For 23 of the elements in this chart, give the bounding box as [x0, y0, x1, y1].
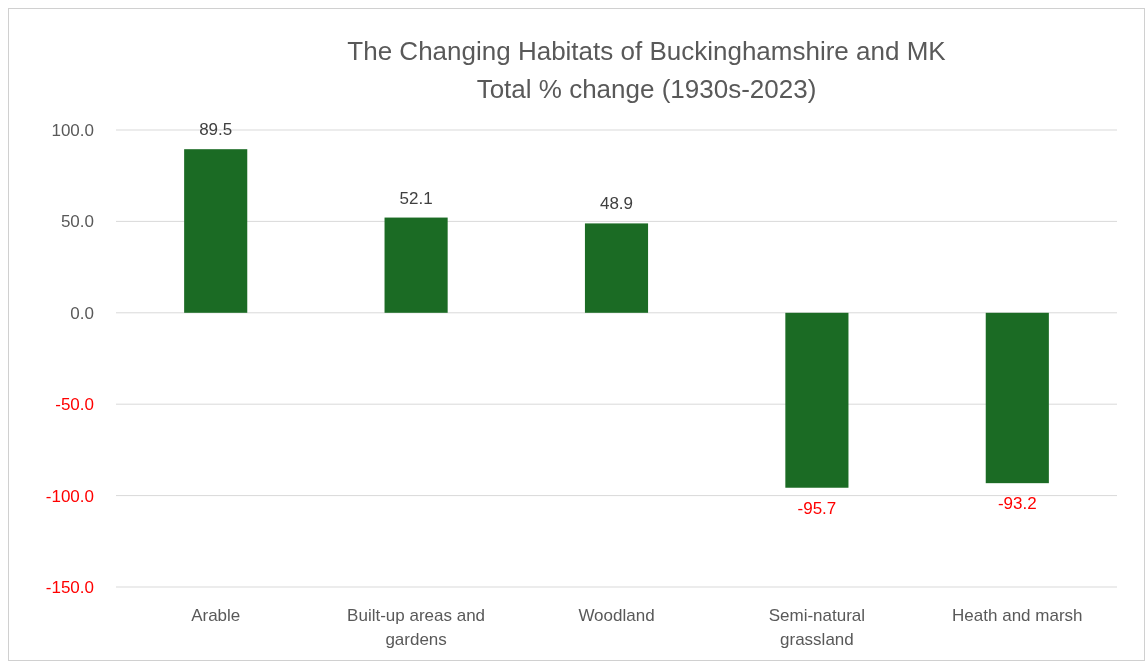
chart-title: The Changing Habitats of Buckinghamshire and MK — [347, 36, 947, 66]
x-tick-label: Woodland — [578, 606, 655, 625]
bar — [584, 223, 649, 313]
data-label: 89.5 — [199, 120, 233, 140]
y-tick-label: -100.0 — [45, 486, 94, 506]
bar — [985, 312, 1049, 484]
x-tick-label: Heath and marsh — [952, 606, 1083, 625]
y-tick-label: 0.0 — [70, 303, 94, 323]
y-tick-label: 100.0 — [51, 121, 94, 140]
data-label: 48.9 — [599, 194, 634, 214]
chart-subtitle: Total % change (1930s-2023) — [476, 74, 817, 104]
bar — [384, 217, 448, 313]
data-label: -93.2 — [997, 494, 1037, 514]
x-tick-label: Semi-natural grassland — [768, 606, 866, 649]
bar — [184, 149, 248, 313]
data-label: 52.1 — [399, 188, 433, 208]
x-tick-label: Arable — [191, 606, 241, 625]
data-label: -95.7 — [797, 498, 837, 518]
y-tick-label: 50.0 — [60, 212, 94, 232]
bar — [785, 312, 849, 488]
y-tick-label: -50.0 — [55, 395, 94, 415]
x-tick-label: Built-up areas and gardens — [347, 606, 486, 649]
y-tick-label: -150.0 — [45, 578, 94, 597]
